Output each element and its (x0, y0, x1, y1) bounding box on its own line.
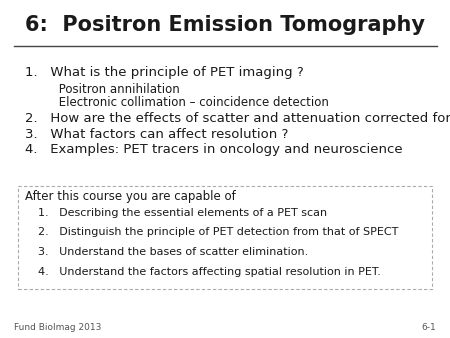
Text: 3.   What factors can affect resolution ?: 3. What factors can affect resolution ? (25, 128, 288, 141)
Text: 4.   Understand the factors affecting spatial resolution in PET.: 4. Understand the factors affecting spat… (38, 267, 381, 277)
Text: 3.   Understand the bases of scatter elimination.: 3. Understand the bases of scatter elimi… (38, 247, 309, 257)
Text: After this course you are capable of: After this course you are capable of (25, 190, 235, 203)
Text: 4.   Examples: PET tracers in oncology and neuroscience: 4. Examples: PET tracers in oncology and… (25, 143, 402, 156)
FancyBboxPatch shape (18, 186, 432, 289)
Text: Fund BioImag 2013: Fund BioImag 2013 (14, 323, 101, 332)
Text: 2.   Distinguish the principle of PET detection from that of SPECT: 2. Distinguish the principle of PET dete… (38, 227, 399, 238)
Text: 6-1: 6-1 (422, 323, 436, 332)
Text: 1.   What is the principle of PET imaging ?: 1. What is the principle of PET imaging … (25, 66, 303, 79)
Text: Electronic collimation – coincidence detection: Electronic collimation – coincidence det… (25, 96, 328, 109)
Text: 2.   How are the effects of scatter and attenuation corrected for ?: 2. How are the effects of scatter and at… (25, 112, 450, 125)
Text: Positron annihilation: Positron annihilation (25, 83, 180, 96)
Text: 6:  Positron Emission Tomography: 6: Positron Emission Tomography (25, 15, 425, 35)
Text: 1.   Describing the essential elements of a PET scan: 1. Describing the essential elements of … (38, 208, 328, 218)
